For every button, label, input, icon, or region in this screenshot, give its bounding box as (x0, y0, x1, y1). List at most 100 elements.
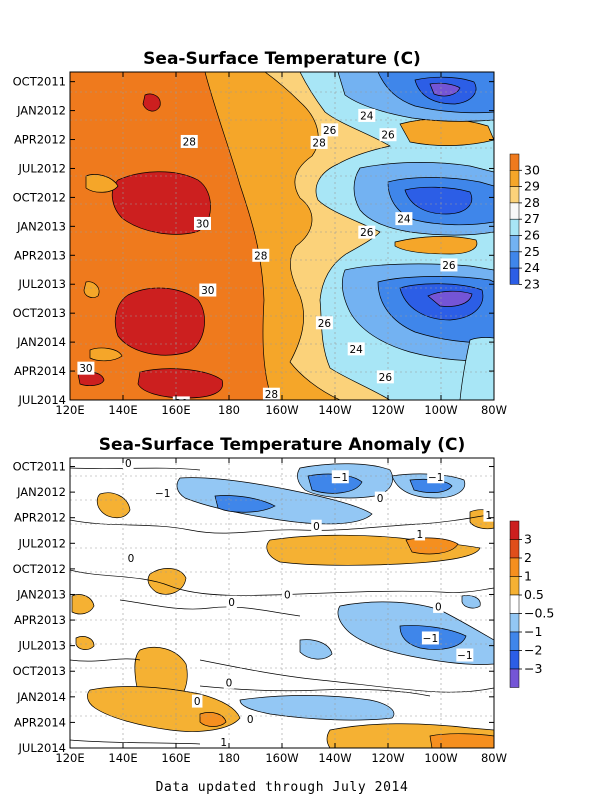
y-tick-label: APR2014 (14, 364, 66, 378)
colorbar-swatch (509, 539, 520, 559)
colorbar-swatch (509, 267, 520, 285)
x-tick-label: 160W (265, 403, 298, 417)
contour-label: 26 (379, 372, 393, 384)
contour-label-bg (180, 134, 198, 148)
contour-label-bg (358, 108, 376, 122)
colorbar-swatch (509, 668, 520, 688)
x-tick-label: 100W (424, 751, 457, 765)
colorbar-label: 25 (524, 244, 540, 259)
x-tick-label: 140W (318, 403, 351, 417)
contour-label-bg (379, 128, 397, 142)
colorbar-swatch (509, 576, 520, 596)
contour-label: 1 (416, 529, 423, 541)
contour-label: −1 (333, 472, 348, 484)
contour-label-bg (358, 225, 376, 239)
colorbar-label: 30 (524, 162, 540, 177)
contour-label: −1 (423, 633, 438, 645)
anomaly-field: 0 −1 −1 −1 0 1 1 0 0 0 0 0 −1 −1 0 0 0 1 (70, 458, 494, 748)
contour-label: 0 (435, 601, 442, 613)
sst-x-axis: 120E 140E 160E 180 160W 140W 120W 100W 80W (55, 72, 507, 417)
contour-label: −1 (428, 472, 443, 484)
contour-label: 0 (226, 677, 233, 689)
x-tick-label: 140E (108, 403, 137, 417)
contour-label-bg (315, 316, 333, 330)
contour-label-bg (427, 470, 445, 484)
contour-label: 26 (318, 318, 332, 330)
y-tick-label: JAN2014 (16, 335, 66, 349)
contour-label: 0 (194, 696, 201, 708)
colorbar-label: 23 (524, 276, 540, 291)
colorbar-swatch (509, 202, 520, 220)
y-tick-label: APR2013 (14, 248, 66, 262)
anomaly-panel: Sea-Surface Temperature Anomaly (C) (13, 435, 555, 765)
y-tick-label: OCT2011 (13, 75, 66, 89)
colorbar-swatch (509, 594, 520, 614)
x-tick-label: 120W (371, 403, 404, 417)
anomaly-zero-contours (70, 467, 494, 745)
y-tick-label: JAN2012 (16, 104, 66, 118)
y-tick-label: JUL2012 (18, 536, 66, 550)
y-tick-label: APR2013 (14, 613, 66, 627)
contour-label: 26 (323, 125, 337, 137)
contour-label-bg (199, 283, 217, 297)
colorbar-label: −3 (524, 661, 542, 676)
contour-label-bg (456, 648, 474, 662)
contour-label: 24 (360, 110, 374, 122)
y-tick-label: APR2012 (14, 133, 66, 147)
contour-label: 30 (175, 398, 188, 410)
x-tick-label: 120E (55, 751, 84, 765)
y-tick-label: OCT2013 (13, 664, 66, 678)
contour-label-bg (395, 212, 413, 226)
colorbar-swatch (509, 186, 520, 204)
y-tick-label: OCT2011 (13, 460, 66, 474)
contour-label-bg (282, 587, 293, 601)
contour-label: 26 (381, 130, 395, 142)
contour-label: 0 (128, 553, 135, 565)
contour-label-bg (310, 135, 328, 149)
contour-label: 28 (183, 136, 196, 148)
contour-label-bg (123, 458, 134, 470)
x-tick-label: 80W (481, 751, 507, 765)
contour-label-bg (191, 694, 203, 708)
y-tick-label: OCT2012 (13, 190, 66, 204)
contour-label-bg (331, 470, 349, 484)
footer-note: Data updated through July 2014 (156, 780, 409, 795)
contour-label-bg (194, 216, 211, 230)
contour-label: −1 (457, 650, 472, 662)
y-tick-label: JUL2013 (18, 277, 66, 291)
contour-label-bg (77, 361, 95, 375)
contour-label: 1 (485, 510, 492, 522)
y-tick-label: APR2014 (14, 715, 66, 729)
contour-label: 24 (350, 344, 364, 356)
colorbar-label: 28 (524, 195, 540, 210)
x-tick-label: 160E (161, 751, 190, 765)
contour-label-bg (154, 486, 172, 500)
contour-label: 0 (228, 597, 235, 609)
contour-label-bg (414, 527, 426, 541)
colorbar-swatch (509, 557, 520, 577)
colorbar-swatch (509, 153, 520, 171)
y-tick-label: OCT2012 (13, 562, 66, 576)
anomaly-y-axis: OCT2011 JAN2012 APR2012 JUL2012 OCT2012 JAN20… (13, 460, 494, 755)
contour-label-bg (421, 631, 439, 645)
contour-label-bg (262, 387, 280, 400)
x-tick-label: 100W (424, 403, 457, 417)
colorbar-label: 29 (524, 179, 540, 194)
sst-grid (70, 72, 494, 400)
contour-label: 30 (201, 285, 214, 297)
colorbar-label: −2 (524, 643, 542, 658)
y-tick-label: JUL2012 (18, 161, 66, 175)
contour-label-bg (433, 599, 444, 613)
colorbar-swatch (509, 650, 520, 670)
x-tick-label: 160W (265, 751, 298, 765)
x-tick-label: 80W (481, 403, 507, 417)
contour-label: 0 (247, 714, 254, 726)
colorbar-label: 2 (524, 550, 532, 565)
sst-panel: Sea-Surface Temperature (C) (13, 49, 540, 417)
y-tick-label: JUL2014 (18, 393, 66, 407)
contour-label: 28 (265, 389, 278, 401)
y-tick-label: JAN2012 (16, 485, 66, 499)
contour-label-bg (311, 519, 322, 533)
